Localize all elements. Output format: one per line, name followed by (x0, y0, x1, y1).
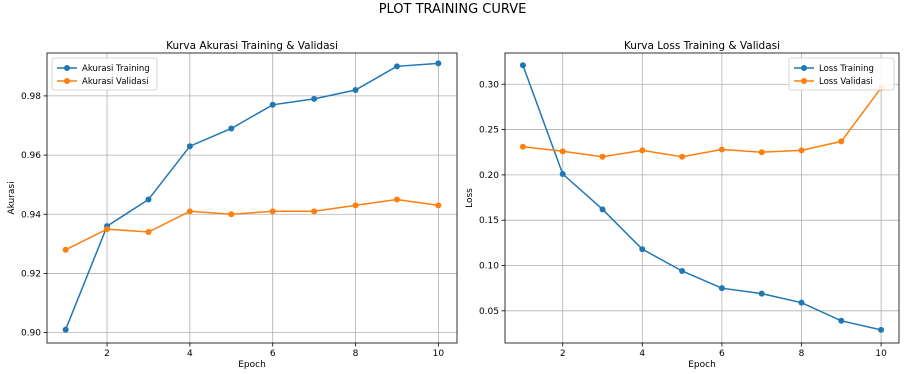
acc-legend-marker-2 (64, 78, 70, 84)
loss-legend-label-1: Loss Training (819, 64, 874, 74)
acc-xtick-label: 4 (187, 349, 193, 359)
acc-x-axis-label: Epoch (238, 360, 266, 370)
loss-series-2-point (599, 153, 606, 160)
acc-ytick-label: 0.98 (21, 92, 41, 102)
loss-y-axis-label: Loss (465, 188, 475, 208)
loss-series-2-point (559, 148, 566, 155)
acc-series-1-point (228, 125, 235, 132)
acc-ytick-label: 0.92 (21, 269, 41, 279)
acc-xtick-label: 6 (270, 349, 276, 359)
acc-series-2-point (228, 211, 235, 218)
acc-series-1-point (393, 63, 400, 70)
acc-ytick-label: 0.94 (21, 210, 41, 220)
acc-series-1-point (62, 326, 69, 333)
acc-series-2-point (311, 208, 318, 215)
loss-chart: 2 4 6 8 10 0.05 0.10 0.15 0.20 0.25 0.30 Kurva Loss… (465, 40, 900, 370)
acc-xtick-label: 8 (353, 349, 359, 359)
loss-xtick-label: 10 (875, 349, 887, 359)
acc-series-2-point (269, 208, 276, 215)
loss-series-1-point (758, 290, 765, 297)
acc-series-2-point (352, 202, 359, 209)
loss-series-2-point (838, 138, 845, 145)
acc-series-2-point (186, 208, 193, 215)
loss-series-1-point (679, 267, 686, 274)
loss-series-1-point (599, 206, 606, 213)
loss-series-1-point (519, 62, 526, 69)
loss-series-2-point (519, 143, 526, 150)
loss-xtick-label: 8 (799, 349, 805, 359)
loss-axes-frame (504, 52, 900, 344)
loss-series-2-point (639, 147, 646, 154)
acc-series-1-point (352, 86, 359, 93)
loss-xtick-label: 6 (719, 349, 725, 359)
acc-y-axis-label: Akurasi (7, 181, 17, 214)
loss-legend-label-2: Loss Validasi (819, 77, 873, 87)
acc-ytick-label: 0.90 (21, 329, 41, 339)
acc-xtick-label: 2 (104, 349, 110, 359)
acc-series-2-point (393, 196, 400, 203)
loss-series-1-point (559, 170, 566, 177)
loss-ytick-label: 0.30 (479, 80, 499, 90)
acc-chart-title: Kurva Akurasi Training & Validasi (166, 40, 338, 52)
loss-series-2-point (758, 149, 765, 156)
loss-ytick-label: 0.15 (479, 216, 499, 226)
loss-ytick-label: 0.05 (479, 307, 499, 317)
acc-series-2-point (104, 226, 111, 233)
loss-series-1-point (718, 285, 725, 292)
acc-series-2-point (435, 202, 442, 209)
loss-ytick-label: 0.10 (479, 262, 499, 272)
acc-series-1-point (435, 60, 442, 67)
acc-legend-label-2: Akurasi Validasi (82, 77, 149, 87)
loss-series-2-point (798, 147, 805, 154)
acc-series-2-point (62, 246, 69, 253)
acc-xtick-label: 10 (433, 349, 445, 359)
figure-title: PLOT TRAINING CURVE (378, 2, 527, 17)
loss-legend-marker-2 (801, 78, 807, 84)
loss-series-line-1 (522, 64, 882, 331)
loss-xtick-label: 2 (560, 349, 566, 359)
loss-series-1-point (838, 317, 845, 324)
acc-series-line-1 (64, 62, 439, 330)
acc-axes-frame (46, 52, 458, 344)
loss-series-2-point (718, 146, 725, 153)
acc-legend (51, 57, 158, 91)
acc-ytick-label: 0.96 (21, 151, 41, 161)
loss-series-1-point (639, 246, 646, 253)
acc-chart: 2 4 6 8 10 0.90 0.92 0.94 0.96 0.98 Kurva Akurasi … (7, 40, 458, 370)
loss-xtick-label: 4 (639, 349, 645, 359)
acc-legend-label-1: Akurasi Training (82, 64, 150, 74)
loss-x-axis-label: Epoch (688, 360, 716, 370)
loss-series-1-point (798, 299, 805, 306)
loss-series-1-point (878, 326, 885, 333)
loss-ytick-label: 0.20 (479, 171, 499, 181)
loss-chart-title: Kurva Loss Training & Validasi (624, 40, 780, 52)
loss-legend (788, 57, 895, 91)
acc-series-1-point (186, 143, 193, 150)
loss-series-2-point (679, 153, 686, 160)
acc-legend-marker-1 (64, 65, 70, 71)
loss-series-line-2 (522, 87, 882, 158)
acc-series-1-point (311, 95, 318, 102)
loss-ytick-label: 0.25 (479, 126, 499, 136)
acc-series-line-2 (65, 198, 439, 251)
acc-series-1-point (269, 101, 276, 108)
acc-series-1-point (145, 196, 152, 203)
loss-legend-marker-1 (801, 65, 807, 71)
acc-series-2-point (145, 229, 152, 236)
